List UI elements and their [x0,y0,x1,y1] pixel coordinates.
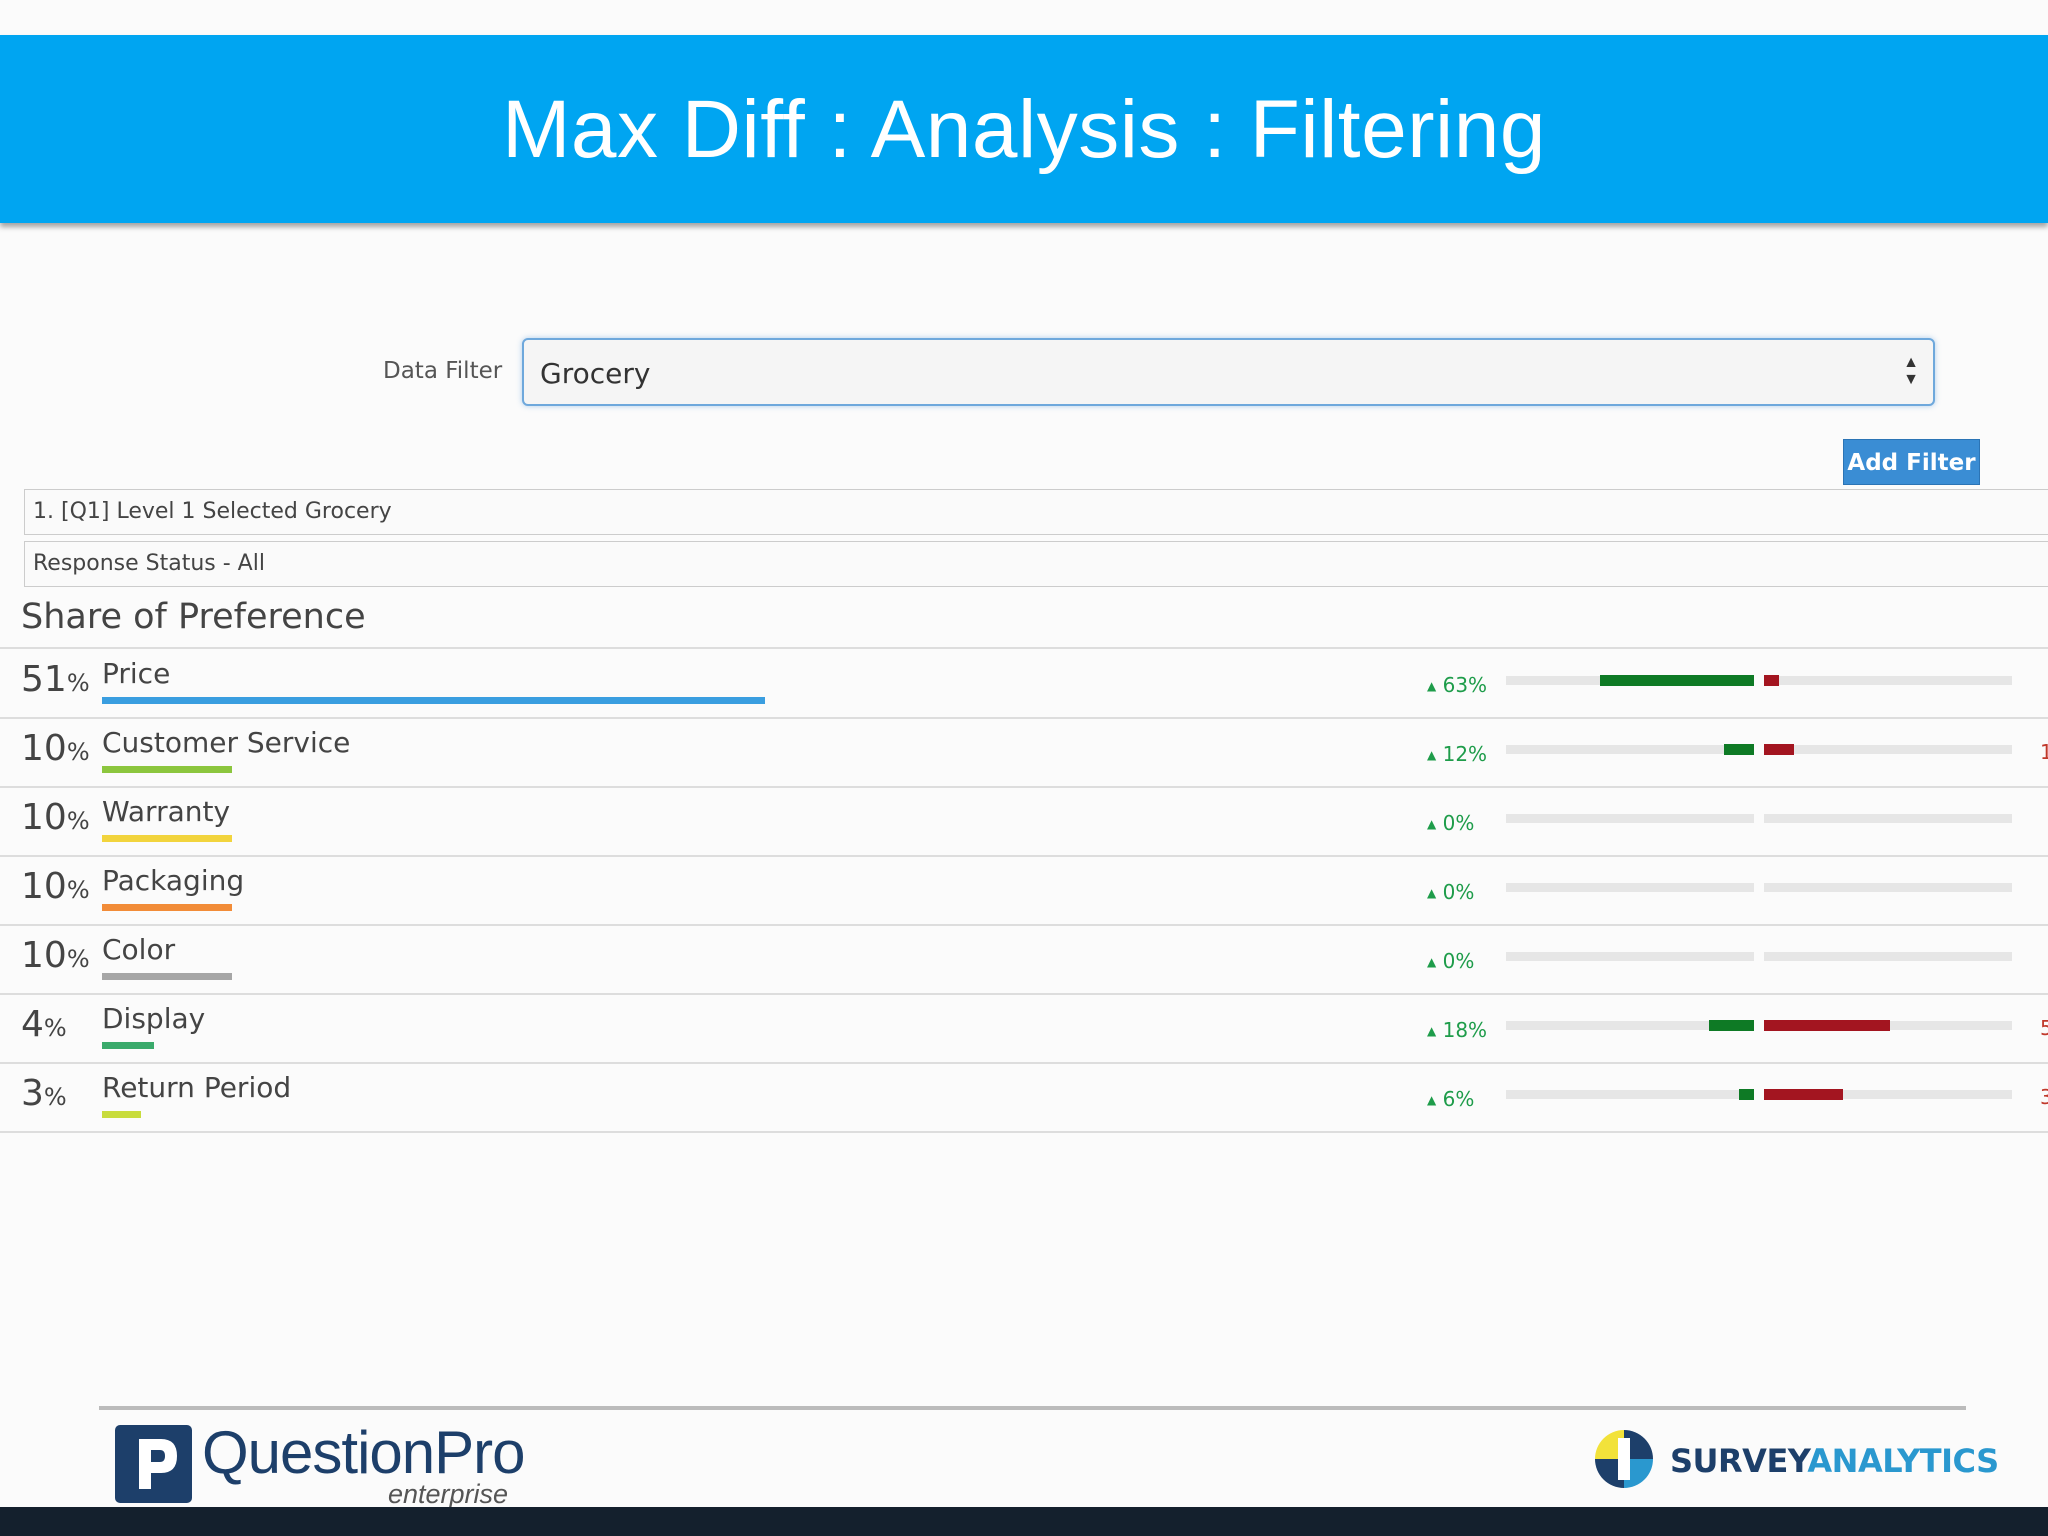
preference-delta: ▲ 6% [1427,1087,1475,1111]
right-value-label: 1 [2040,740,2048,764]
preference-row: 10% Warranty ▲ 0% [0,787,2048,857]
right-bar-track [1764,1090,2012,1099]
footer-divider [99,1406,1966,1410]
preference-share-bar [102,697,765,704]
preference-percent: 10% [21,866,90,907]
section-divider [0,647,2048,649]
preference-share-bar [102,766,232,773]
triangle-up-icon: ▲ [1427,1024,1437,1038]
title-banner: Max Diff : Analysis : Filtering [0,35,2048,223]
triangle-up-icon: ▲ [1427,1093,1437,1107]
right-bar-track [1764,883,2012,892]
select-arrows-icon: ▲ ▼ [1903,354,1919,388]
triangle-up-icon: ▲ [1427,679,1437,693]
preference-share-bar [102,835,232,842]
left-bar-track [1506,814,1754,823]
preference-item-label: Return Period [102,1071,292,1104]
right-bar-track [1764,745,2012,754]
right-bar-track [1764,814,2012,823]
preference-row: 51% Price ▲ 63% [0,649,2048,719]
questionpro-logo-icon [115,1425,192,1503]
add-filter-button[interactable]: Add Filter [1843,439,1980,485]
preference-item-label: Display [102,1002,206,1035]
surveyanalytics-wordmark: SURVEYANALYTICS [1670,1442,1999,1480]
preference-delta: ▲ 63% [1427,673,1488,697]
preference-share-bar [102,1042,154,1049]
page-title: Max Diff : Analysis : Filtering [502,84,1546,175]
triangle-up-icon: ▲ [1427,886,1437,900]
questionpro-wordmark: QuestionPro [202,1419,526,1486]
preference-row: 4% Display ▲ 18% 5 [0,994,2048,1064]
preference-item-label: Price [102,657,171,690]
negative-bar [1764,744,1794,755]
preference-row: 3% Return Period ▲ 6% 3 [0,1063,2048,1133]
applied-filter-row[interactable]: Response Status - All [24,541,2048,587]
right-value-label: 3 [2040,1085,2048,1109]
preference-item-label: Packaging [102,864,245,897]
triangle-up-icon: ▲ [1427,748,1437,762]
preference-row: 10% Color ▲ 0% [0,925,2048,995]
preference-percent: 51% [21,659,90,700]
preference-row: 10% Packaging ▲ 0% [0,856,2048,926]
applied-filter-text: Response Status - All [33,551,265,576]
preference-row: 10% Customer Service ▲ 12% 1 [0,718,2048,788]
negative-bar [1764,1089,1843,1100]
preference-share-bar [102,1111,141,1118]
preference-percent: 10% [21,797,90,838]
surveyanalytics-logo-icon [1588,1428,1660,1490]
applied-filter-text: 1. [Q1] Level 1 Selected Grocery [33,499,392,524]
negative-bar [1764,675,1779,686]
preference-delta: ▲ 0% [1427,949,1475,973]
preference-delta: ▲ 0% [1427,880,1475,904]
right-value-label: 5 [2040,1016,2048,1040]
negative-bar [1764,1020,1890,1031]
preference-percent: 10% [21,935,90,976]
left-bar-track [1506,745,1754,754]
triangle-up-icon: ▲ [1427,955,1437,969]
preference-item-label: Color [102,933,176,966]
positive-bar [1724,744,1754,755]
preference-percent: 10% [21,728,90,769]
bottom-bar [0,1507,2048,1536]
preference-percent: 4% [21,1004,67,1045]
preference-item-label: Warranty [102,795,231,828]
positive-bar [1739,1089,1754,1100]
left-bar-track [1506,883,1754,892]
share-of-preference-title: Share of Preference [21,597,366,637]
preference-delta: ▲ 12% [1427,742,1488,766]
triangle-up-icon: ▲ [1427,817,1437,831]
preference-delta: ▲ 18% [1427,1018,1488,1042]
right-bar-track [1764,952,2012,961]
left-bar-track [1506,1090,1754,1099]
data-filter-select[interactable]: Grocery ▲ ▼ [522,338,1935,406]
applied-filter-row[interactable]: 1. [Q1] Level 1 Selected Grocery [24,489,2048,535]
data-filter-label: Data Filter [383,358,503,384]
positive-bar [1600,675,1754,686]
preference-share-bar [102,904,232,911]
positive-bar [1709,1020,1754,1031]
left-bar-track [1506,1021,1754,1030]
right-bar-track [1764,676,2012,685]
preference-delta: ▲ 0% [1427,811,1475,835]
questionpro-subtitle: enterprise [388,1479,509,1509]
preference-percent: 3% [21,1073,67,1114]
left-bar-track [1506,952,1754,961]
data-filter-value: Grocery [540,357,651,390]
preference-item-label: Customer Service [102,726,351,759]
preference-share-bar [102,973,232,980]
